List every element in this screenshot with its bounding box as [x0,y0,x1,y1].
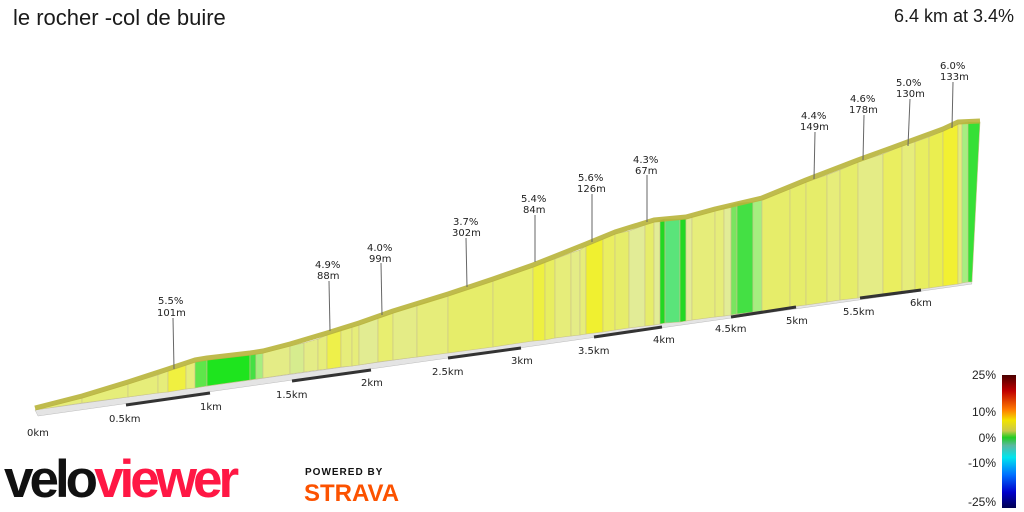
svg-text:5.5%: 5.5% [158,296,183,307]
svg-text:3.7%: 3.7% [453,217,478,228]
segment-marker: 4.3% 67m [633,155,658,222]
colorbar-label: 10% [971,405,996,419]
svg-text:6.0%: 6.0% [940,61,965,72]
route-title: le rocher -col de buire [13,5,226,30]
x-tick-label: 4.5km [715,324,746,335]
x-tick-label: 0km [27,428,49,439]
svg-text:5.6%: 5.6% [578,173,603,184]
svg-text:4.4%: 4.4% [801,111,826,122]
x-tick-label: 3km [511,356,533,367]
km-axis-bands [125,288,922,407]
x-tick-label: 2km [361,378,383,389]
svg-text:4.0%: 4.0% [367,243,392,254]
svg-text:126m: 126m [577,184,606,195]
svg-text:99m: 99m [369,254,391,265]
segment-marker: 4.4% 149m [800,111,829,180]
x-tick-label: 1km [200,402,222,413]
segment-marker: 6.0% 133m [940,61,969,129]
segment-marker: 4.0% 99m [367,243,392,316]
segment-markers: 5.5% 101m 4.9% 88m 4.0% 99m 3.7% 302m 5.… [157,61,969,370]
svg-text:4.3%: 4.3% [633,155,658,166]
svg-text:5.0%: 5.0% [896,78,921,89]
x-tick-label: 3.5km [578,346,609,357]
svg-text:84m: 84m [523,205,545,216]
profile-top-edge [34,118,981,411]
x-axis-labels: 0km 0.5km 1km 1.5km 2km 2.5km 3km 3.5km … [27,298,932,439]
powered-by-label: POWERED BY [305,467,384,478]
segment-marker: 5.0% 130m [896,78,925,147]
x-tick-label: 5km [786,316,808,327]
colorbar-label: -25% [967,495,996,509]
x-tick-label: 0.5km [109,414,140,425]
svg-text:302m: 302m [452,228,481,239]
strava-logo: STRAVA [304,480,400,507]
gradient-colorbar [1002,375,1016,508]
x-tick-label: 1.5km [276,390,307,401]
segment-marker: 5.6% 126m [577,173,606,242]
x-tick-label: 5.5km [843,307,874,318]
segment-marker: 3.7% 302m [452,217,481,288]
x-tick-label: 6km [910,298,932,309]
svg-text:178m: 178m [849,105,878,116]
route-summary: 6.4 km at 3.4% [893,6,1014,26]
svg-text:5.4%: 5.4% [521,194,546,205]
x-tick-label: 4km [653,335,675,346]
colorbar-label: 25% [971,368,996,382]
colorbar-label: -10% [967,456,996,470]
svg-text:4.6%: 4.6% [850,94,875,105]
svg-text:4.9%: 4.9% [315,260,340,271]
svg-text:149m: 149m [800,122,829,133]
colorbar-labels: 25% 10% 0% -10% -25% [960,368,1024,512]
segment-marker: 4.9% 88m [315,260,340,332]
segment-marker: 5.5% 101m [157,296,186,370]
svg-text:88m: 88m [317,271,339,282]
svg-text:67m: 67m [635,166,657,177]
svg-text:101m: 101m [157,308,186,319]
svg-text:130m: 130m [896,89,925,100]
x-tick-label: 2.5km [432,367,463,378]
svg-text:133m: 133m [940,72,969,83]
segment-marker: 4.6% 178m [849,94,878,161]
colorbar-label: 0% [978,431,996,445]
segment-marker: 5.4% 84m [521,194,546,262]
